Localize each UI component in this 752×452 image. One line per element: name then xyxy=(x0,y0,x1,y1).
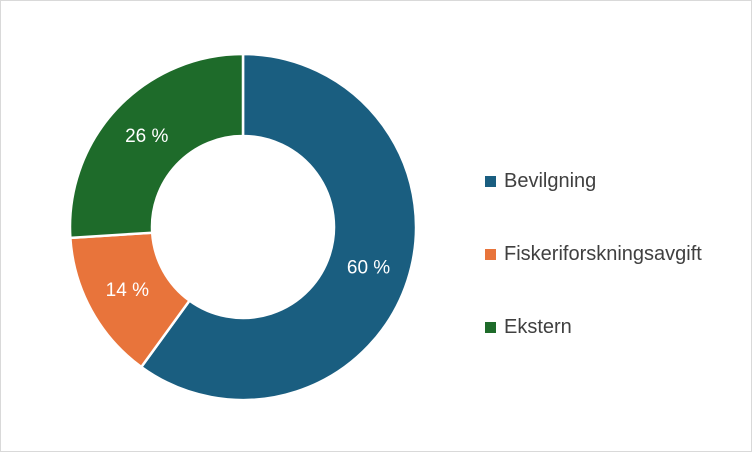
legend-item-bevilgning: Bevilgning xyxy=(485,167,702,195)
legend-swatch xyxy=(485,248,496,260)
data-label-ekstern: 26 % xyxy=(125,126,168,147)
donut-slice-ekstern xyxy=(68,52,245,240)
legend-swatch xyxy=(485,175,496,187)
data-label-bevilgning: 60 % xyxy=(347,257,390,278)
legend-label: Ekstern xyxy=(504,315,572,338)
legend-swatch xyxy=(485,321,496,333)
legend-item-ekstern: Ekstern xyxy=(485,313,702,341)
chart-legend: Bevilgning Fiskeriforskningsavgift Ekstern xyxy=(485,167,702,386)
legend-label: Bevilgning xyxy=(504,169,597,192)
donut-slice-bevilgning xyxy=(139,52,418,402)
legend-item-fiskeriforskningsavgift: Fiskeriforskningsavgift xyxy=(485,240,702,268)
legend-label: Fiskeriforskningsavgift xyxy=(504,242,702,265)
data-label-fiskeriforskningsavgift: 14 % xyxy=(106,280,149,301)
